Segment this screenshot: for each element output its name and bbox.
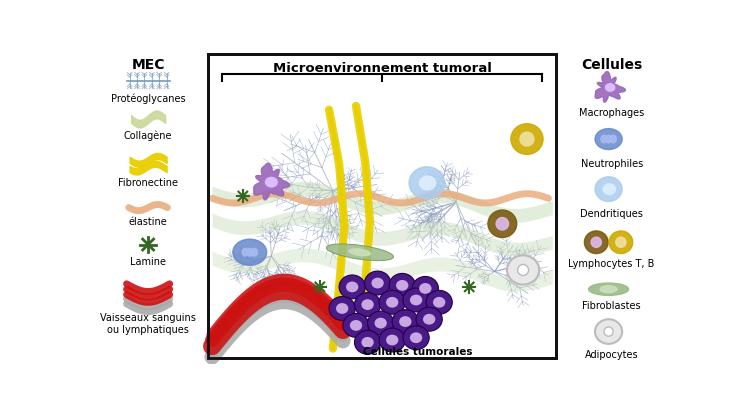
Ellipse shape	[339, 275, 365, 299]
Ellipse shape	[361, 299, 374, 310]
Ellipse shape	[423, 314, 435, 325]
Ellipse shape	[327, 244, 393, 261]
Text: Fibroblastes: Fibroblastes	[582, 300, 641, 310]
Ellipse shape	[372, 278, 384, 289]
Ellipse shape	[595, 319, 622, 344]
Ellipse shape	[603, 184, 616, 195]
Ellipse shape	[511, 124, 543, 155]
Ellipse shape	[247, 249, 253, 256]
Ellipse shape	[419, 283, 432, 294]
Text: Lamine: Lamine	[130, 256, 166, 266]
Ellipse shape	[355, 293, 381, 317]
Ellipse shape	[242, 249, 248, 256]
Text: Cellules: Cellules	[581, 58, 642, 72]
Text: élastine: élastine	[129, 216, 168, 227]
Ellipse shape	[343, 314, 369, 337]
Text: Cellules tumorales: Cellules tumorales	[363, 346, 472, 356]
Polygon shape	[595, 72, 625, 103]
Ellipse shape	[600, 286, 617, 293]
Ellipse shape	[361, 337, 374, 348]
Ellipse shape	[233, 240, 267, 266]
Ellipse shape	[389, 274, 415, 298]
Ellipse shape	[591, 238, 602, 248]
Text: MEC: MEC	[132, 58, 165, 72]
Ellipse shape	[251, 249, 257, 256]
Ellipse shape	[410, 295, 422, 306]
Ellipse shape	[605, 85, 615, 92]
Ellipse shape	[488, 211, 517, 238]
Ellipse shape	[588, 283, 629, 296]
Ellipse shape	[433, 297, 446, 308]
Ellipse shape	[616, 238, 626, 248]
Ellipse shape	[399, 317, 412, 327]
Ellipse shape	[379, 291, 405, 315]
Ellipse shape	[412, 277, 438, 301]
Ellipse shape	[520, 133, 534, 147]
Text: Protéoglycanes: Protéoglycanes	[111, 94, 185, 104]
Ellipse shape	[346, 282, 358, 292]
Text: Neutrophiles: Neutrophiles	[581, 158, 643, 168]
Ellipse shape	[409, 167, 445, 200]
Text: Dendritiques: Dendritiques	[580, 208, 643, 218]
Ellipse shape	[375, 318, 386, 329]
Polygon shape	[253, 164, 290, 200]
Ellipse shape	[507, 256, 539, 285]
Ellipse shape	[604, 327, 613, 336]
Text: Fibronectine: Fibronectine	[118, 178, 178, 187]
Ellipse shape	[403, 288, 429, 312]
Ellipse shape	[496, 218, 508, 230]
Ellipse shape	[517, 265, 528, 276]
Text: Lymphocytes T, B: Lymphocytes T, B	[568, 258, 655, 268]
Text: Adipocytes: Adipocytes	[585, 348, 638, 359]
Text: Collagène: Collagène	[124, 130, 172, 141]
FancyBboxPatch shape	[208, 55, 556, 358]
Ellipse shape	[595, 129, 622, 150]
Ellipse shape	[265, 178, 277, 187]
Ellipse shape	[336, 303, 348, 314]
Ellipse shape	[410, 333, 422, 343]
Ellipse shape	[416, 308, 442, 331]
Ellipse shape	[392, 310, 418, 334]
Text: Macrophages: Macrophages	[579, 108, 644, 117]
Ellipse shape	[609, 231, 633, 254]
Ellipse shape	[367, 311, 394, 335]
Ellipse shape	[348, 249, 371, 257]
Ellipse shape	[355, 330, 381, 355]
Ellipse shape	[379, 328, 405, 352]
Ellipse shape	[350, 320, 362, 331]
Ellipse shape	[364, 272, 391, 295]
Ellipse shape	[426, 291, 452, 315]
Ellipse shape	[403, 326, 429, 350]
Ellipse shape	[601, 136, 607, 144]
Ellipse shape	[585, 231, 608, 254]
Ellipse shape	[420, 177, 436, 190]
Ellipse shape	[595, 178, 622, 202]
Ellipse shape	[396, 280, 409, 291]
Ellipse shape	[386, 335, 398, 346]
Ellipse shape	[386, 297, 398, 308]
Ellipse shape	[605, 136, 612, 144]
Text: Microenvironnement tumoral: Microenvironnement tumoral	[273, 62, 491, 75]
Ellipse shape	[610, 136, 616, 144]
Text: Vaisseaux sanguins
ou lymphatiques: Vaisseaux sanguins ou lymphatiques	[101, 312, 196, 334]
Ellipse shape	[329, 297, 355, 321]
